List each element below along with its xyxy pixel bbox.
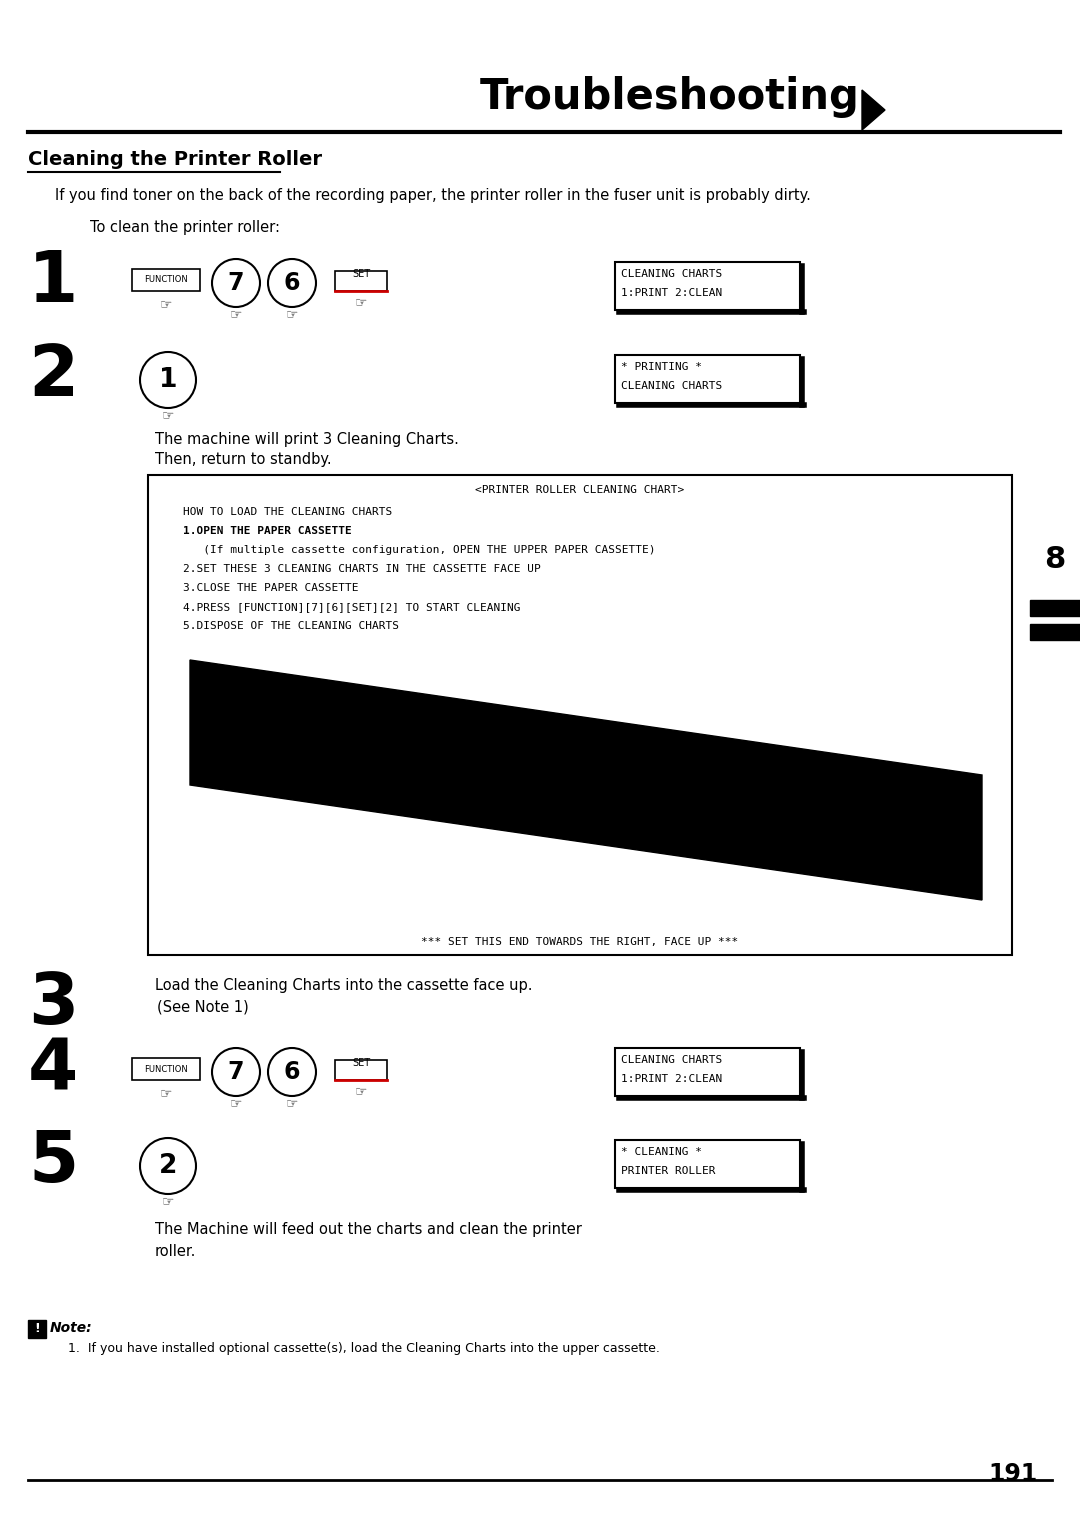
- Ellipse shape: [140, 351, 195, 408]
- Text: !: !: [35, 1323, 40, 1335]
- Text: 191: 191: [989, 1462, 1038, 1487]
- Text: CLEANING CHARTS: CLEANING CHARTS: [621, 1054, 723, 1065]
- Text: 1.OPEN THE PAPER CASSETTE: 1.OPEN THE PAPER CASSETTE: [183, 526, 352, 536]
- Bar: [28, 1320, 46, 1339]
- Text: 5: 5: [28, 1128, 78, 1196]
- Text: If you find toner on the back of the recording paper, the printer roller in the : If you find toner on the back of the rec…: [55, 188, 811, 203]
- Text: SET: SET: [352, 1057, 370, 1068]
- Text: ☞: ☞: [160, 1086, 172, 1100]
- Text: The machine will print 3 Cleaning Charts.: The machine will print 3 Cleaning Charts…: [156, 432, 459, 448]
- Text: * PRINTING *: * PRINTING *: [621, 362, 702, 371]
- Text: 4.PRESS [FUNCTION][7][6][SET][2] TO START CLEANING: 4.PRESS [FUNCTION][7][6][SET][2] TO STAR…: [183, 602, 521, 613]
- Text: roller.: roller.: [156, 1244, 197, 1259]
- Text: 3: 3: [28, 970, 79, 1039]
- Text: Cleaning the Printer Roller: Cleaning the Printer Roller: [28, 150, 322, 170]
- Text: 6: 6: [284, 1060, 300, 1083]
- Text: 1:PRINT 2:CLEAN: 1:PRINT 2:CLEAN: [621, 287, 723, 298]
- Text: FUNCTION: FUNCTION: [144, 1065, 188, 1074]
- Text: The Machine will feed out the charts and clean the printer: The Machine will feed out the charts and…: [156, 1222, 582, 1238]
- Polygon shape: [190, 660, 982, 900]
- Text: 1:PRINT 2:CLEAN: 1:PRINT 2:CLEAN: [621, 1074, 723, 1083]
- Bar: [148, 475, 1012, 955]
- Text: HOW TO LOAD THE CLEANING CHARTS: HOW TO LOAD THE CLEANING CHARTS: [183, 507, 392, 516]
- Text: (If multiple cassette configuration, OPEN THE UPPER PAPER CASSETTE): (If multiple cassette configuration, OPE…: [183, 545, 656, 555]
- Text: * CLEANING *: * CLEANING *: [621, 1148, 702, 1157]
- Text: ☞: ☞: [286, 1096, 298, 1109]
- Text: 7: 7: [228, 1060, 244, 1083]
- Text: 1: 1: [159, 367, 177, 393]
- Text: ☞: ☞: [162, 1193, 174, 1209]
- Text: Note:: Note:: [50, 1322, 93, 1335]
- Text: 2.SET THESE 3 CLEANING CHARTS IN THE CASSETTE FACE UP: 2.SET THESE 3 CLEANING CHARTS IN THE CAS…: [183, 564, 541, 575]
- Text: 2: 2: [28, 342, 78, 411]
- Text: (See Note 1): (See Note 1): [157, 999, 248, 1015]
- Bar: [615, 354, 800, 403]
- Ellipse shape: [212, 260, 260, 307]
- Bar: [335, 270, 387, 290]
- Text: PRINTER ROLLER: PRINTER ROLLER: [621, 1166, 715, 1177]
- Text: ☞: ☞: [286, 307, 298, 321]
- Text: 2: 2: [159, 1154, 177, 1180]
- Text: CLEANING CHARTS: CLEANING CHARTS: [621, 380, 723, 391]
- Bar: [1030, 601, 1080, 616]
- Bar: [132, 269, 200, 290]
- Polygon shape: [862, 90, 885, 130]
- Bar: [335, 1060, 387, 1080]
- Text: ☞: ☞: [162, 408, 174, 422]
- Text: ☞: ☞: [354, 1083, 367, 1099]
- Text: ☞: ☞: [230, 1096, 242, 1109]
- Text: Troubleshooting: Troubleshooting: [481, 76, 860, 118]
- Bar: [615, 261, 800, 310]
- Text: ☞: ☞: [230, 307, 242, 321]
- Text: 1.  If you have installed optional cassette(s), load the Cleaning Charts into th: 1. If you have installed optional casset…: [68, 1342, 660, 1355]
- Bar: [615, 1048, 800, 1096]
- Bar: [1030, 623, 1080, 640]
- Text: 7: 7: [228, 270, 244, 295]
- Text: <PRINTER ROLLER CLEANING CHART>: <PRINTER ROLLER CLEANING CHART>: [475, 484, 685, 495]
- Text: 6: 6: [284, 270, 300, 295]
- Text: ☞: ☞: [354, 295, 367, 309]
- Text: Load the Cleaning Charts into the cassette face up.: Load the Cleaning Charts into the casset…: [156, 978, 532, 993]
- Bar: [132, 1057, 200, 1080]
- Bar: [615, 1140, 800, 1187]
- Text: 5.DISPOSE OF THE CLEANING CHARTS: 5.DISPOSE OF THE CLEANING CHARTS: [183, 620, 399, 631]
- Text: 4: 4: [28, 1034, 79, 1105]
- Text: To clean the printer roller:: To clean the printer roller:: [90, 220, 280, 235]
- Ellipse shape: [268, 260, 316, 307]
- Text: SET: SET: [352, 269, 370, 280]
- Text: FUNCTION: FUNCTION: [144, 275, 188, 284]
- Text: CLEANING CHARTS: CLEANING CHARTS: [621, 269, 723, 280]
- Text: *** SET THIS END TOWARDS THE RIGHT, FACE UP ***: *** SET THIS END TOWARDS THE RIGHT, FACE…: [421, 937, 739, 947]
- Ellipse shape: [212, 1048, 260, 1096]
- Text: 3.CLOSE THE PAPER CASSETTE: 3.CLOSE THE PAPER CASSETTE: [183, 584, 359, 593]
- Ellipse shape: [268, 1048, 316, 1096]
- Ellipse shape: [140, 1138, 195, 1193]
- Text: 8: 8: [1044, 545, 1066, 575]
- Text: Then, return to standby.: Then, return to standby.: [156, 452, 332, 468]
- Text: ☞: ☞: [160, 296, 172, 312]
- Text: 1: 1: [28, 248, 79, 316]
